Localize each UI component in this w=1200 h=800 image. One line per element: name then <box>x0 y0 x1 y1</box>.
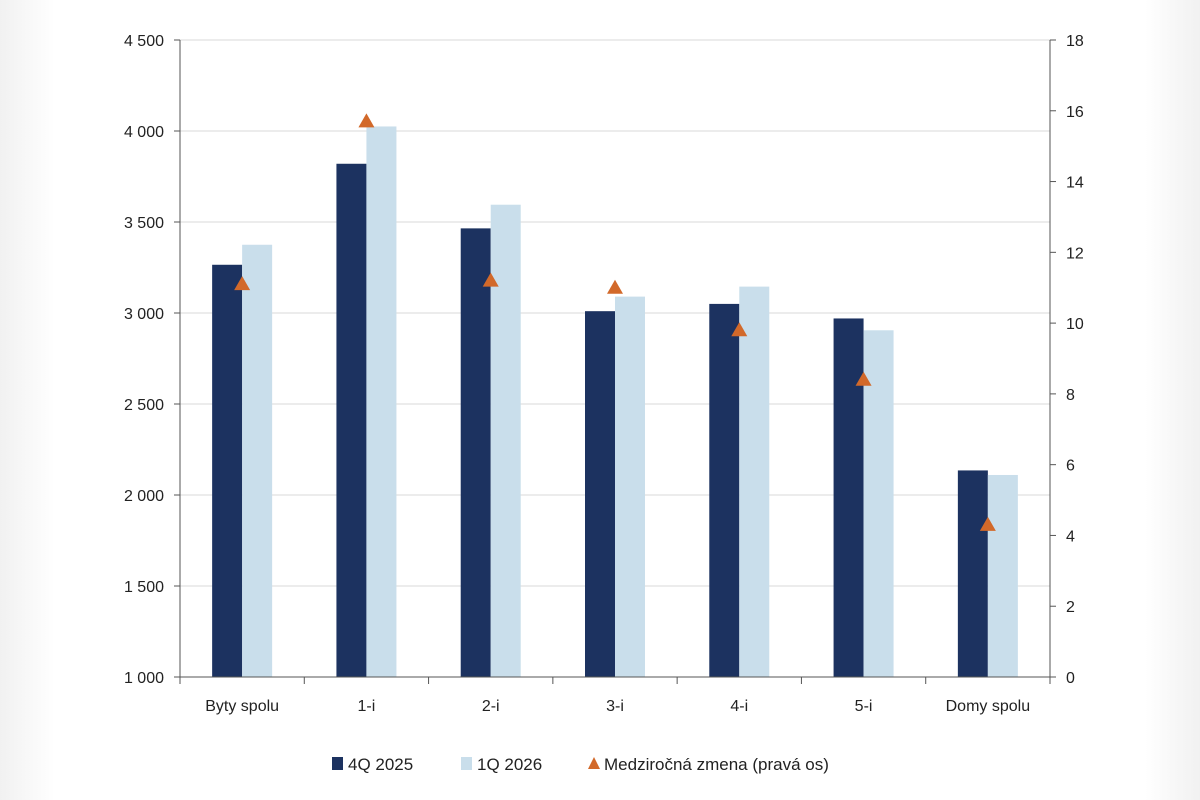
triangle-marker <box>482 272 499 287</box>
right-axis-ticks: 0 2 4 6 8 10 12 14 16 18 <box>1050 33 1084 687</box>
triangle-marker <box>234 276 251 291</box>
left-tick-label: 1 500 <box>124 579 164 596</box>
x-tick-label: 1-i <box>358 698 376 715</box>
legend-label: 4Q 2025 <box>348 755 413 774</box>
bar-series1 <box>336 163 367 677</box>
left-tick-label: 1 000 <box>124 670 164 687</box>
bar-series2 <box>615 296 645 677</box>
bar-series2 <box>366 126 397 677</box>
bar-series1 <box>460 228 491 677</box>
bar-series1 <box>957 470 988 677</box>
right-tick-label: 2 <box>1066 599 1075 616</box>
left-tick-label: 2 000 <box>124 488 164 505</box>
legend-swatch <box>332 757 343 770</box>
right-tick-label: 12 <box>1066 245 1084 262</box>
left-tick-label: 4 500 <box>124 33 164 50</box>
left-tick-label: 4 000 <box>124 124 164 141</box>
triangle-marker <box>855 371 872 386</box>
right-tick-label: 6 <box>1066 458 1075 475</box>
legend-swatch <box>461 757 472 770</box>
left-tick-label: 3 500 <box>124 215 164 232</box>
triangle-marker <box>731 322 748 337</box>
right-tick-label: 0 <box>1066 670 1075 687</box>
legend-marker <box>588 757 600 769</box>
right-tick-label: 10 <box>1066 316 1084 333</box>
bar-series2 <box>739 286 770 677</box>
x-axis-ticks: Byty spolu 1-i 2-i 3-i 4-i 5-i Domy spolu <box>179 677 1051 715</box>
triangle-marker <box>358 113 375 128</box>
right-tick-label: 14 <box>1066 175 1084 192</box>
left-edge-shade <box>0 0 60 800</box>
markers <box>234 113 996 531</box>
left-tick-label: 2 500 <box>124 397 164 414</box>
x-tick-label: Domy spolu <box>946 698 1030 715</box>
triangle-marker <box>979 516 996 531</box>
x-tick-label: 2-i <box>482 698 500 715</box>
triangle-marker <box>607 279 623 294</box>
bar-series1 <box>585 311 615 677</box>
legend: 4Q 2025 1Q 2026 Medziročná zmena (pravá os… <box>332 755 829 774</box>
right-tick-label: 4 <box>1066 528 1075 545</box>
right-edge-shade <box>1140 0 1200 800</box>
bar-series1 <box>709 303 740 677</box>
right-tick-label: 18 <box>1066 33 1084 50</box>
x-tick-label: 5-i <box>855 698 873 715</box>
bar-series2 <box>242 244 273 677</box>
bar-series2 <box>490 204 521 677</box>
legend-label: Medziročná zmena (pravá os) <box>604 755 829 774</box>
bar-series1 <box>833 318 864 677</box>
x-tick-label: 4-i <box>730 698 748 715</box>
left-axis-ticks: 1 000 1 500 2 000 2 500 3 000 3 500 4 000 4 500 <box>124 33 180 687</box>
legend-label: 1Q 2026 <box>477 755 542 774</box>
bars <box>212 126 1018 677</box>
left-tick-label: 3 000 <box>124 306 164 323</box>
x-tick-label: Byty spolu <box>205 698 279 715</box>
bar-series1 <box>212 264 243 677</box>
right-tick-label: 16 <box>1066 104 1084 121</box>
right-tick-label: 8 <box>1066 387 1075 404</box>
bar-series2 <box>863 330 894 677</box>
x-tick-label: 3-i <box>606 698 624 715</box>
axes <box>179 40 1051 678</box>
bar-series2 <box>987 474 1018 677</box>
